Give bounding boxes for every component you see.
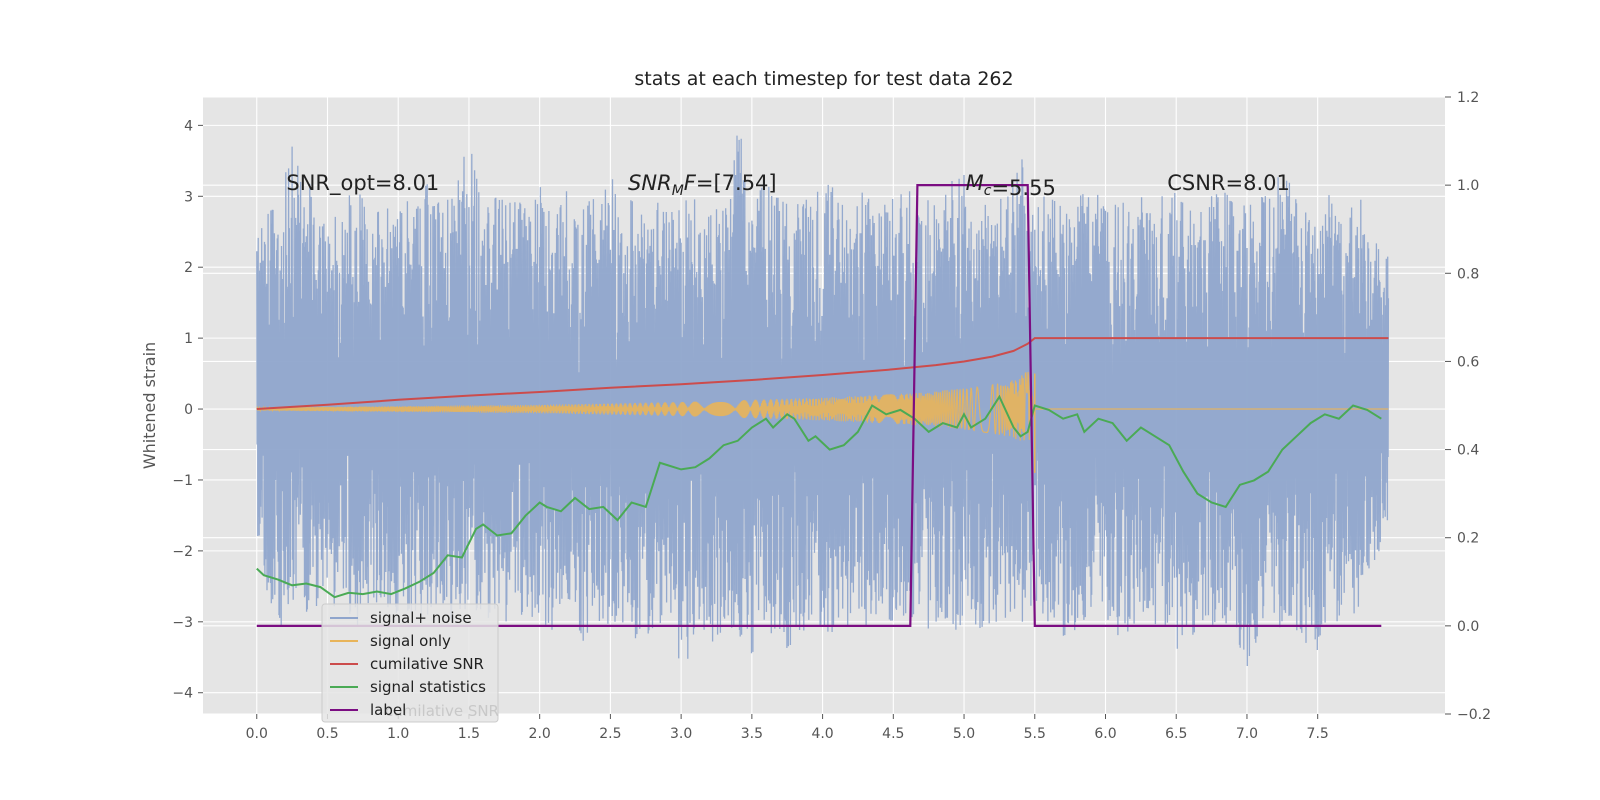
y-tick-label: 0 (184, 402, 193, 418)
y2-tick-label: −0.2 (1457, 707, 1491, 723)
series-cumulative-snr (256, 337, 1389, 410)
x-tick-label: 2.5 (599, 726, 621, 742)
x-tick-label: 1.0 (387, 726, 409, 742)
y-tick-label: 3 (184, 189, 193, 205)
x-tick-label: 3.0 (670, 726, 692, 742)
y-tick-label: −4 (172, 686, 193, 702)
x-tick-label: 3.5 (741, 726, 763, 742)
x-tick-label: 7.0 (1236, 726, 1258, 742)
y-tick-label: 2 (184, 260, 193, 276)
y2-tick-label: 0.6 (1457, 354, 1479, 370)
legend: cumilative SNR signal+ noise signal only cu… (321, 603, 499, 723)
annotation-text: Mc=5.55 (966, 171, 1056, 200)
y-tick-label: 1 (184, 331, 193, 347)
legend-label: label (370, 701, 406, 719)
y2-tick-label: 0.0 (1457, 619, 1479, 635)
y2-tick-label: 1.2 (1457, 90, 1479, 106)
legend-label: signal+ noise (370, 609, 472, 627)
annotations: SNR_opt=8.01 SNRMF=[7.54] Mc=5.55 CSNR=8.01 (286, 171, 1290, 200)
x-tick-label: 4.0 (811, 726, 833, 742)
axes: 0.0 0.5 1.0 1.5 2.0 2.5 3.0 3.5 4.0 4.5 5.0 5.5 6.0 6… (172, 90, 1491, 742)
y-tick-label: −1 (172, 473, 193, 489)
series-label (256, 184, 1382, 627)
legend-label: signal statistics (370, 678, 486, 696)
y2-tick-label: 0.2 (1457, 531, 1479, 547)
x-tick-label: 1.5 (458, 726, 480, 742)
x-tick-label: 0.5 (316, 726, 338, 742)
legend-label: cumilative SNR (370, 655, 484, 673)
x-tick-label: 7.5 (1307, 726, 1329, 742)
series-layer (256, 135, 1390, 667)
y-axis-label: Whitened strain (140, 342, 159, 469)
annotation-text: CSNR=8.01 (1167, 171, 1290, 195)
y-tick-label: 4 (184, 118, 193, 134)
x-tick-label: 5.0 (953, 726, 975, 742)
series-signal-only (256, 372, 1389, 441)
x-tick-label: 6.0 (1094, 726, 1116, 742)
legend-label: signal only (370, 632, 451, 650)
y2-tick-label: 0.8 (1457, 266, 1479, 282)
x-tick-label: 2.0 (529, 726, 551, 742)
legend-box (321, 603, 499, 723)
annotation-text: SNR_opt=8.01 (286, 171, 439, 196)
y2-tick-label: 1.0 (1457, 178, 1479, 194)
x-tick-label: 4.5 (882, 726, 904, 742)
chart-title: stats at each timestep for test data 262 (634, 68, 1013, 90)
annotation-text: SNRMF=[7.54] (628, 171, 777, 199)
x-tick-label: 5.5 (1024, 726, 1046, 742)
y-tick-label: −3 (172, 615, 193, 631)
series-signal-statistics (256, 394, 1382, 599)
y-tick-label: −2 (172, 544, 193, 560)
x-tick-label: 6.5 (1165, 726, 1187, 742)
y2-tick-label: 0.4 (1457, 443, 1479, 459)
legend-ghost-text: cumilative SNR (385, 702, 499, 720)
x-tick-label: 0.0 (246, 726, 268, 742)
